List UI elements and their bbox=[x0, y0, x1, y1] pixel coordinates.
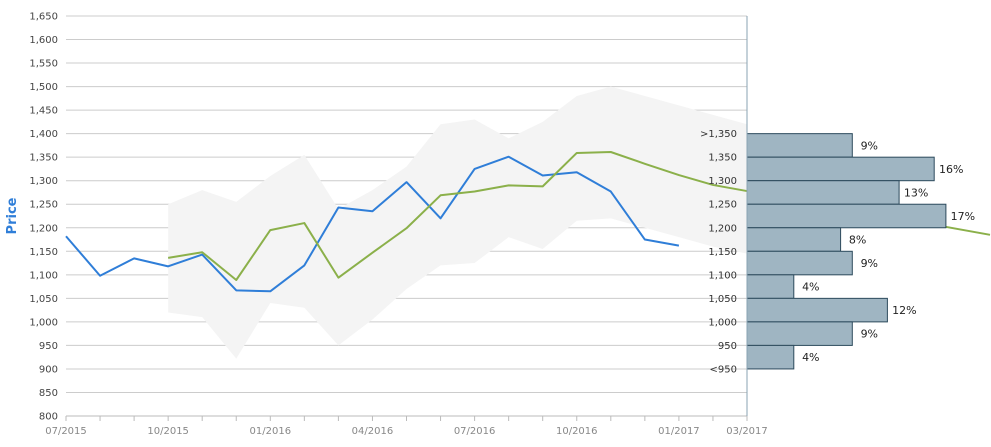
y-tick-label: 1,350 bbox=[29, 153, 58, 164]
histogram-bar bbox=[747, 275, 794, 299]
x-tick-label: 10/2016 bbox=[556, 426, 598, 437]
y-tick-label: 1,550 bbox=[29, 59, 58, 70]
y-tick-label: 1,050 bbox=[29, 294, 58, 305]
range-band-area bbox=[168, 87, 747, 359]
histogram-bar bbox=[747, 322, 852, 346]
forecast-range-band bbox=[168, 87, 747, 359]
y-tick-label: 950 bbox=[39, 341, 58, 352]
y-tick-label: 1,400 bbox=[29, 129, 58, 140]
histogram-pct-label: 9% bbox=[861, 139, 878, 152]
x-tick-label: 07/2015 bbox=[45, 426, 87, 437]
histogram-bar bbox=[747, 251, 852, 275]
y-axis-label: Price bbox=[5, 197, 20, 234]
histogram-bucket-label: <950 bbox=[710, 364, 737, 375]
histogram-pct-label: 9% bbox=[861, 257, 878, 270]
histogram-pct-label: 13% bbox=[904, 186, 928, 199]
histogram-bucket-label: 1,350 bbox=[708, 153, 737, 164]
histogram-bucket-label: 1,300 bbox=[708, 176, 737, 187]
histogram-bar bbox=[747, 157, 934, 181]
histogram-bucket-label: 1,250 bbox=[708, 200, 737, 211]
histogram-bar bbox=[747, 204, 946, 228]
histogram-bucket-label: 1,150 bbox=[708, 247, 737, 258]
y-tick-label: 1,100 bbox=[29, 270, 58, 281]
histogram-bar bbox=[747, 345, 794, 369]
y-tick-label: 1,300 bbox=[29, 176, 58, 187]
x-tick-label: 03/2017 bbox=[726, 426, 768, 437]
histogram-bucket-label: 1,050 bbox=[708, 294, 737, 305]
y-tick-label: 1,600 bbox=[29, 35, 58, 46]
histogram-pct-label: 17% bbox=[951, 210, 975, 223]
y-tick-label: 800 bbox=[39, 412, 58, 423]
histogram-pct-label: 8% bbox=[849, 234, 866, 247]
histogram-pct-label: 4% bbox=[802, 351, 819, 364]
histogram-pct-label: 4% bbox=[802, 281, 819, 294]
histogram-bucket-label: 950 bbox=[718, 341, 737, 352]
x-tick-label: 01/2016 bbox=[250, 426, 292, 437]
histogram-bucket-label: >1,350 bbox=[700, 129, 737, 140]
y-tick-label: 1,450 bbox=[29, 106, 58, 117]
y-tick-label: 900 bbox=[39, 364, 58, 375]
x-tick-label: 07/2016 bbox=[454, 426, 496, 437]
histogram-bar bbox=[747, 134, 852, 158]
y-tick-label: 850 bbox=[39, 388, 58, 399]
y-tick-label: 1,250 bbox=[29, 200, 58, 211]
y-tick-label: 1,200 bbox=[29, 223, 58, 234]
histogram-pct-label: 12% bbox=[892, 304, 916, 317]
histogram-bucket-label: 1,100 bbox=[708, 270, 737, 281]
histogram-bucket-label: 1,000 bbox=[708, 317, 737, 328]
y-tick-label: 1,000 bbox=[29, 317, 58, 328]
histogram-bar bbox=[747, 228, 841, 252]
x-tick-label: 01/2017 bbox=[658, 426, 700, 437]
y-tick-label: 1,650 bbox=[29, 12, 58, 23]
x-tick-label: 10/2015 bbox=[147, 426, 189, 437]
y-tick-label: 1,150 bbox=[29, 247, 58, 258]
histogram-bar bbox=[747, 298, 887, 322]
y-tick-label: 1,500 bbox=[29, 82, 58, 93]
x-tick-label: 04/2016 bbox=[352, 426, 394, 437]
histogram-bucket-label: 1,200 bbox=[708, 223, 737, 234]
histogram-pct-label: 9% bbox=[861, 328, 878, 341]
histogram-bar bbox=[747, 181, 899, 205]
histogram-pct-label: 16% bbox=[939, 163, 963, 176]
